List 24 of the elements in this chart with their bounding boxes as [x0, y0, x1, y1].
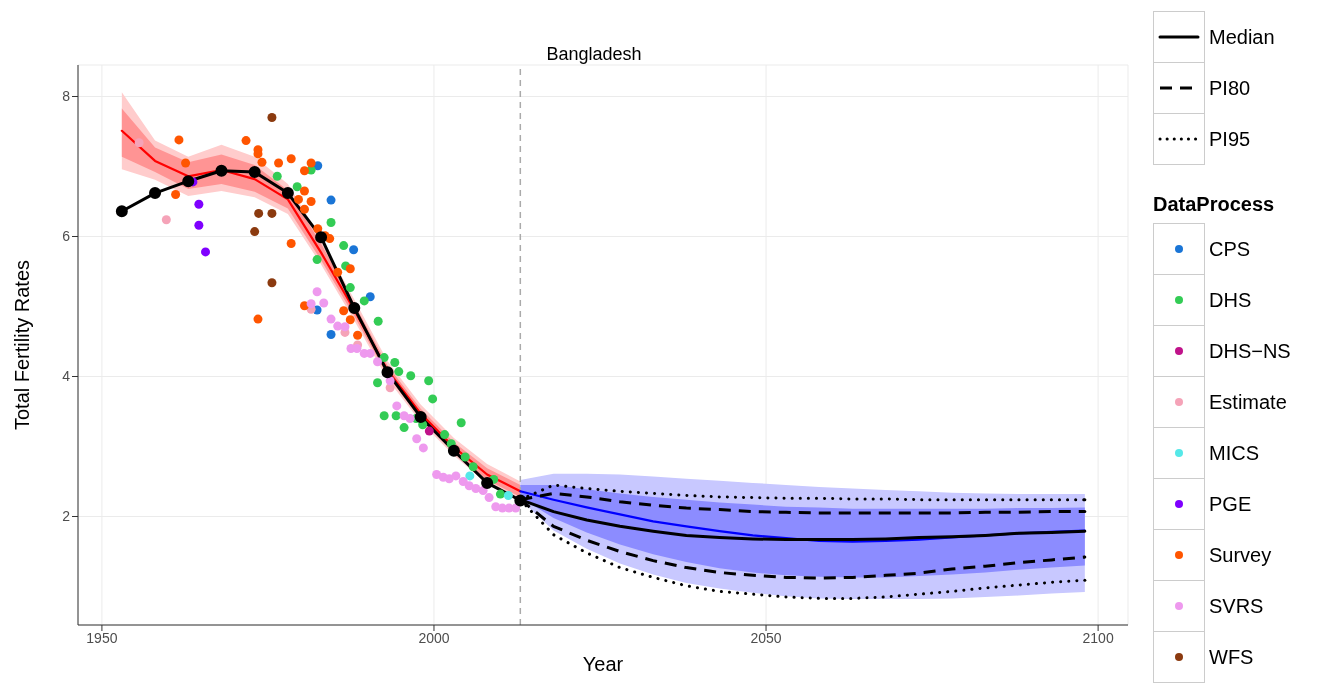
y-tick-label: 2	[62, 508, 71, 525]
y-tick-label: 4	[62, 368, 71, 385]
legend-label: DHS	[1209, 289, 1252, 312]
legend-label: SVRS	[1209, 595, 1264, 618]
legend-title: DataProcess	[1153, 193, 1276, 216]
legend-label: PI95	[1209, 128, 1251, 151]
legend-label: Survey	[1209, 544, 1272, 567]
legend-label: MICS	[1209, 442, 1259, 465]
x-tick-label: 2050	[750, 629, 782, 646]
legend-label: CPS	[1209, 238, 1251, 261]
x-tick-label: 2000	[418, 629, 450, 646]
x-tick-label: 2100	[1082, 629, 1114, 646]
x-tick-label: 1950	[86, 629, 118, 646]
x-axis-title: Year	[582, 653, 624, 675]
y-tick-label: 8	[62, 88, 71, 105]
chart-title: Bangladesh	[545, 44, 643, 65]
legend-label: DHS−NS	[1209, 340, 1291, 363]
legend-label: PI80	[1209, 77, 1251, 100]
y-tick-label: 6	[62, 228, 71, 245]
legend-label: PGE	[1209, 493, 1252, 516]
legend-label: Median	[1209, 26, 1275, 49]
y-axis-title: Total Fertility Rates	[11, 259, 34, 431]
legend-label: WFS	[1209, 646, 1254, 669]
legend-label: Estimate	[1209, 391, 1287, 414]
